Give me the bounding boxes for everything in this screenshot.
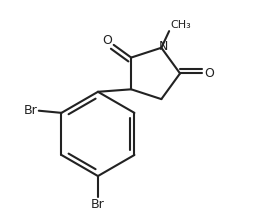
Text: O: O [103,34,113,47]
Text: N: N [158,40,168,53]
Text: CH₃: CH₃ [171,20,192,30]
Text: Br: Br [91,198,105,211]
Text: Br: Br [24,104,38,117]
Text: O: O [204,67,214,80]
